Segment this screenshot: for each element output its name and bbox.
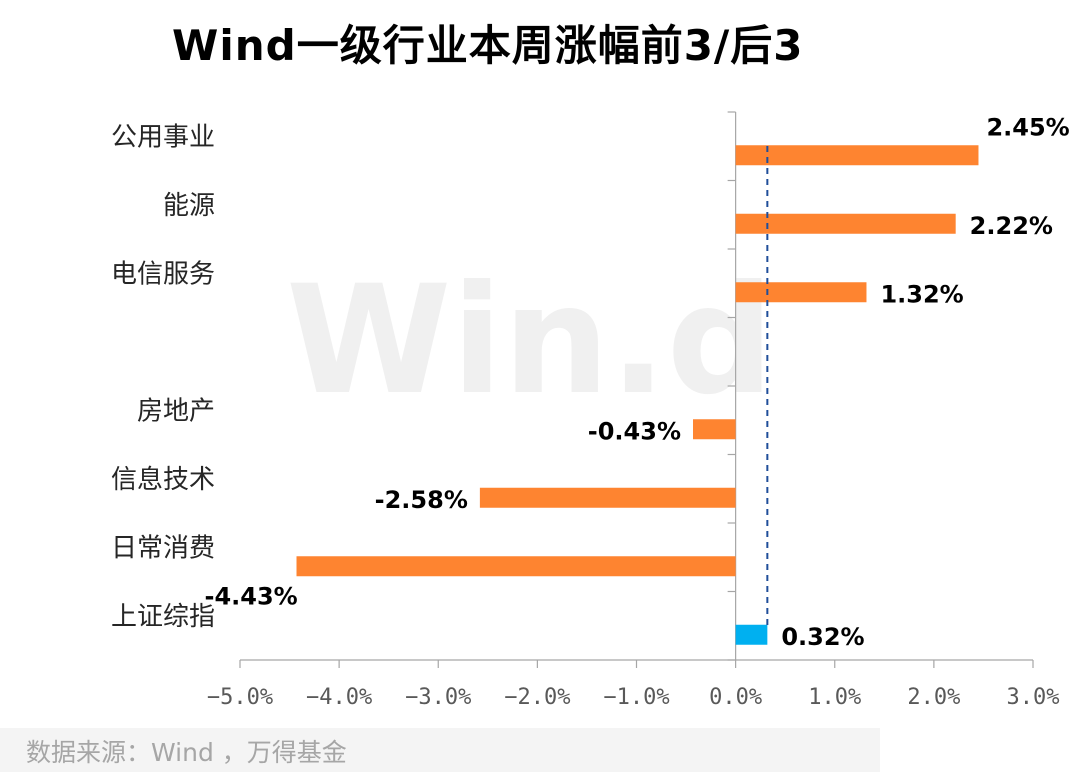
index-bar xyxy=(735,624,768,645)
x-tick-label: 3.0% xyxy=(1007,685,1060,710)
x-tick-label: 0.0% xyxy=(709,685,762,710)
category-label: 信息技术 xyxy=(111,465,215,495)
data-label: 2.45% xyxy=(986,113,1069,141)
data-label: -2.58% xyxy=(375,486,468,514)
industry-bar xyxy=(735,213,956,234)
x-tick-label: 1.0% xyxy=(808,685,861,710)
watermark-text: Win.d xyxy=(286,254,774,428)
category-label: 上证综指 xyxy=(111,602,215,632)
category-label: 日常消费 xyxy=(111,533,215,563)
x-tick-label: −1.0% xyxy=(603,685,669,710)
industry-bar xyxy=(296,556,736,577)
chart-title: Wind一级行业本周涨幅前3/后3 xyxy=(172,21,804,70)
industry-bar xyxy=(479,487,736,508)
data-label: -0.43% xyxy=(588,417,681,445)
industry-bar xyxy=(735,145,979,166)
data-label: 2.22% xyxy=(970,212,1053,240)
data-label: 0.32% xyxy=(781,623,864,651)
industry-bar xyxy=(735,282,867,303)
category-label: 公用事业 xyxy=(111,122,215,152)
industry-bar xyxy=(693,419,736,440)
x-tick-label: −3.0% xyxy=(405,685,471,710)
data-label: 1.32% xyxy=(880,280,963,308)
x-tick-label: −2.0% xyxy=(504,685,570,710)
source-note: 数据来源：Wind ，万得基金 xyxy=(26,738,347,767)
x-tick-label: 2.0% xyxy=(907,685,960,710)
x-tick-label: −5.0% xyxy=(207,685,273,710)
category-label: 房地产 xyxy=(137,396,215,426)
source-band xyxy=(0,728,880,772)
x-tick-label: −4.0% xyxy=(306,685,372,710)
data-label: -4.43% xyxy=(205,582,298,610)
category-label: 能源 xyxy=(163,191,215,221)
category-label: 电信服务 xyxy=(111,259,215,289)
